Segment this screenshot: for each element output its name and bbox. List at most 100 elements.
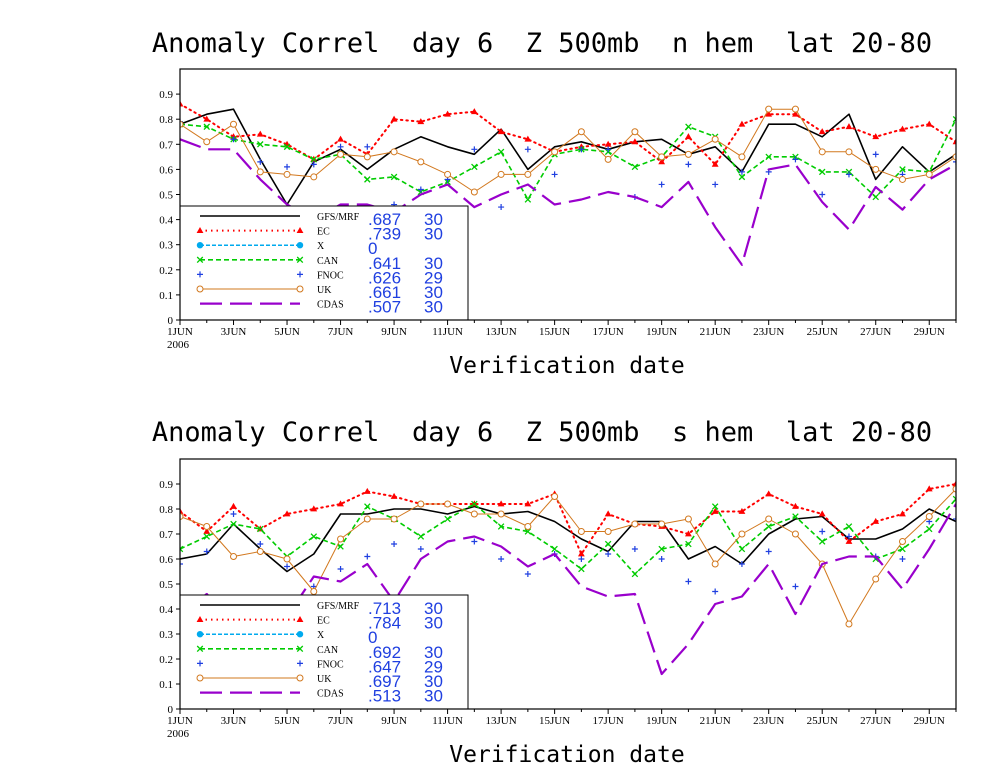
legend-score-uk: .661 (368, 283, 401, 302)
plot-area-nhem: 0 0.1 0.2 0.3 0.4 0.5 0.6 0.7 0.8 0.9 1JUN 3JUN 5JUN… (159, 68, 957, 351)
legend-marker-ec (196, 227, 204, 233)
legend-count-fnoc: 29 (424, 268, 443, 287)
series-gfs-mrf (180, 108, 956, 206)
x-year-label: 2006 (167, 339, 190, 351)
data-point-uk (577, 128, 585, 136)
y-tick-label: 0.9 (159, 479, 173, 491)
legend-marker-uk (296, 674, 304, 682)
data-point-uk (738, 153, 746, 161)
x-tick-label: 5JUN (274, 326, 300, 338)
data-point-uk (845, 620, 853, 628)
legend-marker-can (296, 645, 304, 653)
data-point-fnoc (819, 528, 826, 535)
data-point-fnoc (819, 191, 826, 198)
data-point-can (364, 503, 371, 510)
data-point-can (471, 163, 478, 171)
data-point-uk (337, 150, 345, 158)
data-point-ec (685, 133, 692, 140)
data-point-uk (310, 588, 318, 595)
data-point-can (631, 163, 639, 171)
data-point-uk (952, 485, 956, 493)
x-tick-label: 29JUN (914, 326, 945, 338)
legend-score-can: .692 (368, 643, 401, 662)
series-line-gfs-mrf (180, 108, 956, 206)
data-point-fnoc (578, 146, 585, 153)
y-tick-label: 0.4 (159, 215, 173, 227)
data-point-can (872, 193, 879, 201)
chart-top: Anomaly Correl day 6 Z 500mb n hem lat 2… (152, 28, 932, 379)
legend-marker-ec (296, 616, 304, 622)
data-point-ec (872, 517, 880, 524)
data-point-fnoc (364, 143, 371, 150)
legend-score-cdas: .507 (368, 298, 401, 317)
data-point-fnoc (765, 548, 772, 555)
legend-score-uk: .697 (368, 672, 401, 691)
data-point-ec (444, 110, 451, 117)
data-point-fnoc (845, 533, 852, 540)
data-point-ec (363, 487, 371, 494)
data-point-fnoc (524, 146, 531, 153)
legend-count-cdas: 30 (424, 687, 443, 706)
data-point-fnoc (284, 163, 291, 170)
data-point-uk (791, 105, 799, 113)
legend-marker-fnoc (297, 271, 303, 278)
y-tick-label: 0.1 (159, 679, 173, 691)
data-point-ec (711, 507, 719, 514)
data-point-fnoc (391, 541, 398, 547)
data-point-ec (818, 510, 826, 517)
data-point-can (631, 570, 639, 578)
series-line-ec (180, 483, 956, 555)
legend-name-can: CAN (317, 645, 338, 656)
y-tick-label: 0.6 (159, 554, 173, 566)
data-point-uk (684, 150, 692, 158)
data-point-can (497, 148, 505, 156)
y-tick-label: 0.3 (159, 240, 173, 252)
data-point-can (471, 500, 478, 508)
y-tick-label: 0.6 (159, 164, 173, 176)
series-group (180, 480, 956, 676)
data-point-fnoc (417, 186, 424, 193)
data-point-ec (845, 123, 853, 130)
legend-score-x: 0 (368, 239, 377, 258)
data-point-uk (363, 153, 371, 161)
data-point-uk (180, 120, 184, 128)
legend-marker-uk (196, 285, 204, 293)
data-point-fnoc (685, 578, 692, 585)
data-point-uk (390, 515, 398, 523)
data-point-can (765, 153, 772, 161)
data-point-can (283, 143, 291, 151)
series-uk (180, 105, 956, 196)
data-point-uk (203, 523, 211, 530)
data-point-fnoc (578, 556, 585, 562)
data-point-uk (631, 128, 639, 136)
data-point-uk (765, 105, 773, 113)
legend-name-x: X (317, 630, 325, 641)
data-point-uk (390, 148, 398, 156)
series-line-can (180, 498, 956, 575)
x-tick-label: 19JUN (646, 715, 677, 727)
data-point-ec (685, 530, 692, 537)
legend-marker-x (296, 242, 304, 249)
data-point-ec (925, 120, 933, 127)
x-tick-label: 25JUN (807, 715, 838, 727)
legend-count-can: 30 (424, 254, 443, 273)
data-point-uk (658, 153, 666, 161)
x-tick-label: 27JUN (860, 326, 891, 338)
data-point-can (497, 523, 505, 530)
series-line-uk (180, 108, 956, 193)
x-tick-label: 23JUN (753, 326, 784, 338)
x-tick-label: 11JUN (432, 715, 463, 727)
data-point-can (818, 168, 826, 176)
x-tick-label: 15JUN (539, 715, 570, 727)
legend-name-cdas: CDAS (317, 300, 344, 311)
data-point-ec (604, 510, 612, 517)
data-point-uk (658, 520, 666, 528)
legend-name-cdas: CDAS (317, 689, 344, 700)
x-tick-label: 27JUN (860, 715, 891, 727)
plot-area-shem: 0 0.1 0.2 0.3 0.4 0.5 0.6 0.7 0.8 0.9 1JUN 3JUN 5JUN… (159, 458, 957, 740)
data-point-fnoc (658, 556, 665, 562)
data-point-uk (818, 148, 826, 156)
data-point-ec (792, 502, 799, 509)
data-point-fnoc (631, 546, 638, 552)
data-point-uk (256, 168, 264, 176)
